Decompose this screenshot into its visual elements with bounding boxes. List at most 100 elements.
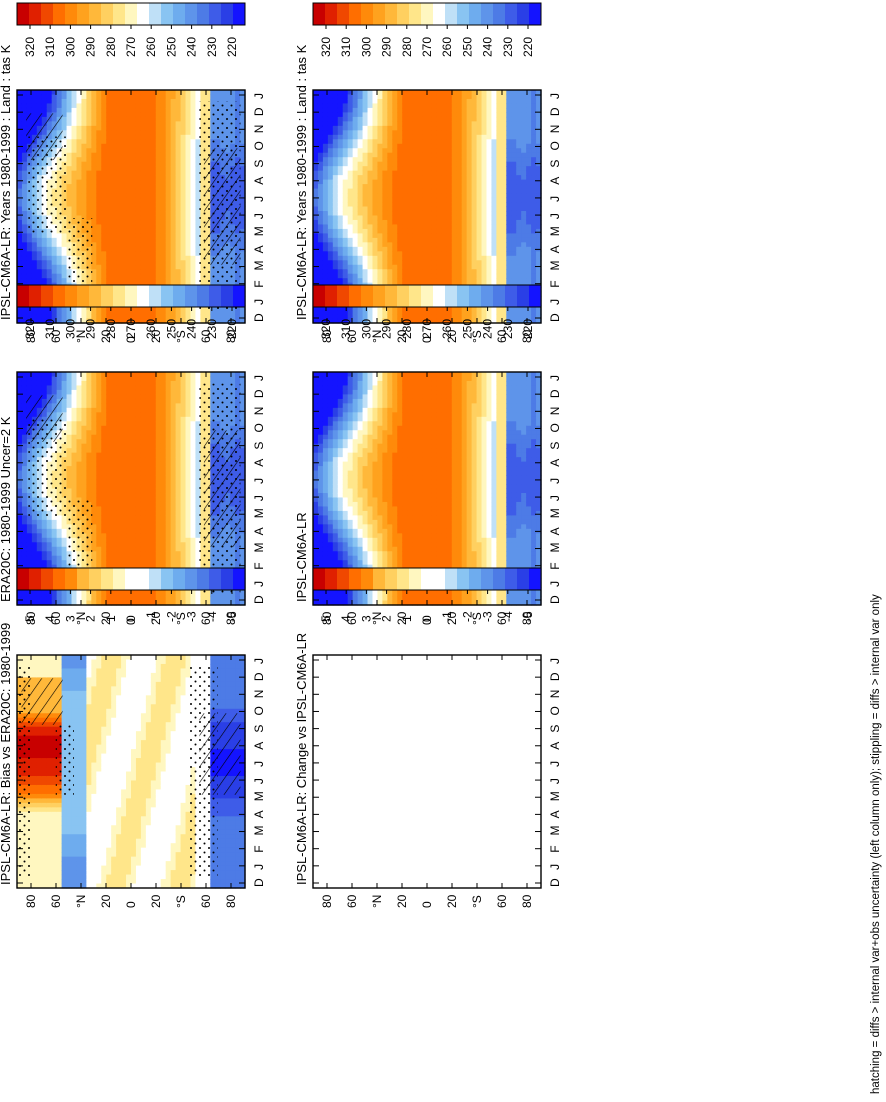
heatmap-cell xyxy=(185,170,192,176)
heatmap-cell xyxy=(165,278,172,284)
heatmap-cell xyxy=(165,98,172,105)
heatmap-cell xyxy=(327,179,334,185)
heatmap-cell xyxy=(337,143,344,149)
heatmap-cell xyxy=(377,161,383,167)
heatmap-cell xyxy=(412,90,418,96)
heatmap-cell xyxy=(362,260,369,266)
heatmap-cell xyxy=(377,255,383,261)
heatmap-cell xyxy=(352,273,359,279)
heatmap-cell xyxy=(155,90,162,96)
heatmap-cell xyxy=(362,255,369,261)
heatmap-cell xyxy=(195,107,201,114)
heatmap-cell xyxy=(471,314,478,320)
heatmap-cell xyxy=(516,219,522,226)
heatmap-cell xyxy=(342,228,349,234)
heatmap-cell xyxy=(382,125,388,131)
heatmap-cell xyxy=(387,215,393,221)
heatmap-cell xyxy=(357,264,364,270)
heatmap-cell xyxy=(180,152,187,158)
heatmap-cell xyxy=(61,103,68,109)
heatmap-cell xyxy=(402,148,408,154)
heatmap-cell xyxy=(101,152,107,158)
heatmap-cell xyxy=(506,202,512,208)
heatmap-cell xyxy=(155,318,162,324)
heatmap-cell xyxy=(240,278,246,284)
heatmap-cell xyxy=(521,175,527,181)
heatmap-cell xyxy=(165,233,172,239)
heatmap-cell xyxy=(352,193,359,199)
heatmap-cell xyxy=(451,314,458,320)
heatmap-cell xyxy=(511,202,517,208)
heatmap-cell xyxy=(427,314,433,320)
heatmap-cell xyxy=(150,170,157,176)
heatmap-cell xyxy=(481,193,488,199)
heatmap-cell xyxy=(446,98,453,105)
heatmap-cell xyxy=(461,121,468,127)
heatmap-cell xyxy=(347,233,354,239)
heatmap-cell xyxy=(91,116,97,122)
heatmap-cell xyxy=(531,206,537,212)
heatmap-cell xyxy=(126,107,132,114)
heatmap-cell xyxy=(427,134,433,140)
heatmap-cell xyxy=(506,112,512,118)
heatmap-cell xyxy=(190,179,197,185)
heatmap-cell xyxy=(135,314,142,320)
heatmap-cell xyxy=(377,166,383,172)
heatmap-cell xyxy=(322,228,329,234)
heatmap-cell xyxy=(46,107,53,114)
month-tick-label: A xyxy=(548,177,562,185)
heatmap-cell xyxy=(155,94,162,100)
heatmap-cell xyxy=(66,103,73,109)
heatmap-cell xyxy=(407,309,413,315)
heatmap-cell xyxy=(466,139,473,145)
heatmap-cell xyxy=(165,107,172,114)
heatmap-cell xyxy=(111,94,117,100)
heatmap-cell xyxy=(526,210,532,217)
heatmap-cell xyxy=(427,170,433,176)
heatmap-cell xyxy=(422,116,428,122)
heatmap-cell xyxy=(367,260,374,266)
heatmap-cell xyxy=(431,260,438,266)
heatmap-cell xyxy=(327,318,334,324)
heatmap-cell xyxy=(402,90,408,96)
heatmap-cell xyxy=(140,179,147,185)
heatmap-cell xyxy=(180,112,187,118)
heatmap-cell xyxy=(516,188,522,194)
heatmap-cell xyxy=(31,98,38,105)
heatmap-cell xyxy=(91,314,97,320)
heatmap-cell xyxy=(56,233,63,239)
heatmap-cell xyxy=(145,318,152,324)
heatmap-cell xyxy=(71,179,78,185)
heatmap-cell xyxy=(165,103,172,109)
heatmap-cell xyxy=(367,134,374,140)
heatmap-cell xyxy=(471,278,478,284)
heatmap-cell xyxy=(235,90,241,96)
heatmap-cell xyxy=(481,210,488,217)
heatmap-cell xyxy=(531,107,537,114)
heatmap-cell xyxy=(387,157,393,163)
heatmap-cell xyxy=(357,210,364,217)
heatmap-cell xyxy=(17,228,23,234)
heatmap-cell xyxy=(382,269,388,275)
heatmap-cell xyxy=(131,166,137,172)
heatmap-cell xyxy=(81,130,87,136)
heatmap-cell xyxy=(357,148,364,154)
heatmap-cell xyxy=(185,210,192,217)
heatmap-cell xyxy=(451,228,458,234)
heatmap-cell xyxy=(516,197,522,203)
heatmap-cell xyxy=(466,260,473,266)
heatmap-cell xyxy=(322,264,329,270)
heatmap-cell xyxy=(352,161,359,167)
heatmap-cell xyxy=(427,246,433,252)
heatmap-cell xyxy=(436,260,443,266)
heatmap-cell xyxy=(180,255,187,261)
heatmap-cell xyxy=(56,309,63,315)
heatmap-cell xyxy=(456,309,463,315)
heatmap-cell xyxy=(317,206,324,212)
heatmap-cell xyxy=(362,309,369,315)
heatmap-cell xyxy=(397,134,403,140)
heatmap-cell xyxy=(491,94,497,100)
heatmap-cell xyxy=(377,273,383,279)
heatmap-cell xyxy=(17,103,23,109)
heatmap-cell xyxy=(76,197,83,203)
